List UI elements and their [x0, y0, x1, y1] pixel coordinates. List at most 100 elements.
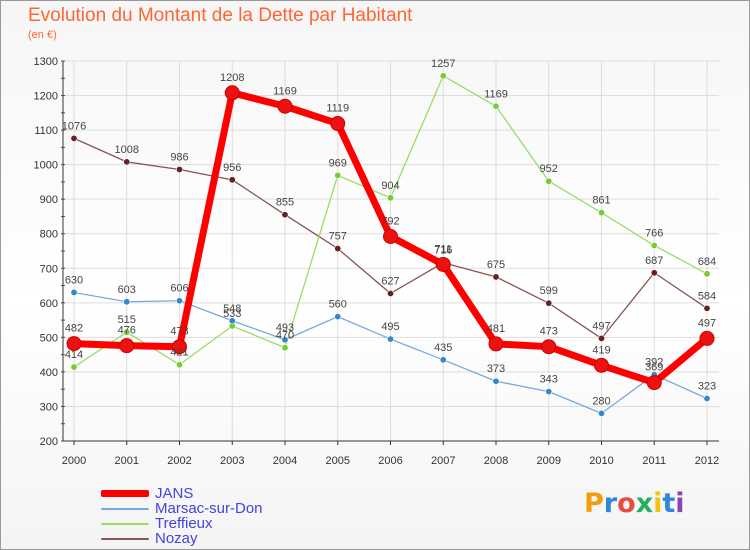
data-point-treffieux [334, 171, 342, 179]
data-point-treffieux [545, 177, 553, 185]
data-label-marsac-sur-don: 548 [223, 303, 241, 315]
x-tick-label: 2004 [273, 455, 297, 467]
data-label-marsac-sur-don: 606 [170, 283, 188, 295]
y-tick-label: 1000 [34, 160, 58, 172]
data-point-jans [435, 256, 451, 272]
x-tick-label: 2007 [431, 455, 455, 467]
data-label-treffieux: 861 [592, 195, 610, 207]
x-tick-label: 2002 [167, 455, 191, 467]
axis-layer: 200 300 400 500 600 700 800 900 1000 1100 1200 1300… [34, 56, 720, 467]
data-label-treffieux: 684 [698, 256, 716, 268]
data-point-treffieux [492, 102, 500, 110]
data-point-jans [224, 85, 240, 101]
data-label-jans: 473 [170, 326, 188, 338]
data-point-marsac-sur-don [176, 297, 184, 305]
data-point-jans [277, 98, 293, 114]
data-point-marsac-sur-don [70, 288, 78, 296]
data-label-treffieux: 414 [65, 349, 83, 361]
data-point-marsac-sur-don [545, 388, 553, 396]
data-label-nozay: 599 [540, 285, 558, 297]
data-label-nozay: 687 [645, 255, 663, 267]
y-tick-label: 500 [40, 332, 58, 344]
data-label-nozay: 627 [381, 275, 399, 287]
data-label-treffieux: 969 [329, 157, 347, 169]
data-label-marsac-sur-don: 435 [434, 342, 452, 354]
legend-swatch-treffieux [101, 523, 149, 525]
data-label-nozay: 1008 [115, 144, 139, 156]
legend-swatch-jans [101, 490, 149, 497]
data-label-nozay: 855 [276, 197, 294, 209]
y-tick-label: 700 [40, 263, 58, 275]
data-label-marsac-sur-don: 560 [329, 299, 347, 311]
data-label-jans: 1119 [326, 103, 349, 115]
data-point-nozay [597, 334, 605, 342]
data-label-nozay: 757 [329, 231, 347, 243]
legend: JANS Marsac-sur-Don Treffieux Nozay [101, 485, 401, 547]
data-label-nozay: 716 [434, 245, 452, 257]
grid-layer [63, 60, 719, 442]
data-point-treffieux [176, 361, 184, 369]
data-label-nozay: 584 [698, 290, 716, 302]
x-tick-label: 2005 [326, 455, 350, 467]
brand-logo-letter: t [662, 488, 676, 519]
data-point-jans [541, 339, 557, 355]
data-point-jans [488, 336, 504, 352]
data-label-treffieux: 904 [381, 180, 399, 192]
data-label-jans: 497 [698, 317, 716, 329]
y-tick-label: 1100 [34, 125, 58, 137]
data-label-jans: 792 [381, 215, 399, 227]
data-label-jans: 419 [592, 344, 610, 356]
data-point-nozay [176, 165, 184, 173]
data-point-nozay [386, 289, 394, 297]
y-tick-label: 800 [40, 229, 58, 241]
data-point-marsac-sur-don [334, 313, 342, 321]
data-label-treffieux: 470 [276, 330, 294, 342]
data-label-jans: 476 [118, 325, 136, 337]
y-tick-label: 400 [40, 367, 58, 379]
data-label-marsac-sur-don: 392 [645, 357, 663, 369]
data-label-marsac-sur-don: 630 [65, 274, 83, 286]
chart-subtitle: (en €) [28, 29, 57, 41]
x-tick-label: 2010 [589, 455, 613, 467]
data-label-marsac-sur-don: 603 [118, 284, 136, 296]
data-label-treffieux: 421 [170, 347, 188, 359]
data-point-treffieux [650, 241, 658, 249]
data-point-jans [594, 357, 609, 373]
data-point-treffieux [281, 344, 289, 352]
data-point-jans [66, 336, 82, 352]
series-layer [66, 72, 715, 417]
x-tick-label: 2003 [220, 455, 244, 467]
data-label-nozay: 1076 [62, 120, 86, 132]
data-point-jans [383, 228, 398, 244]
data-point-marsac-sur-don [703, 395, 711, 403]
data-point-jans [699, 330, 715, 346]
data-label-marsac-sur-don: 373 [487, 363, 505, 375]
data-label-treffieux: 952 [540, 163, 558, 175]
data-point-nozay [650, 269, 658, 277]
data-point-treffieux [70, 363, 78, 371]
data-label-jans: 482 [65, 323, 83, 335]
y-tick-label: 1300 [34, 56, 58, 68]
brand-logo-letter: i [653, 488, 663, 519]
data-point-treffieux [439, 72, 447, 80]
legend-label-treffieux: Treffieux [155, 515, 213, 532]
y-tick-label: 600 [40, 298, 58, 310]
data-label-marsac-sur-don: 323 [698, 381, 716, 393]
data-point-marsac-sur-don [492, 377, 500, 385]
y-tick-label: 1200 [34, 91, 58, 103]
brand-logo-letter: r [603, 488, 618, 519]
data-label-jans: 1169 [273, 85, 297, 97]
legend-swatch-marsac-sur-don [101, 508, 149, 510]
data-point-treffieux [703, 270, 711, 278]
data-label-marsac-sur-don: 493 [276, 322, 294, 334]
y-tick-label: 200 [40, 436, 58, 448]
chart-title: Evolution du Montant de la Dette par Hab… [28, 5, 413, 26]
data-label-jans: 1208 [220, 72, 244, 84]
data-label-nozay: 497 [592, 320, 610, 332]
data-point-nozay [492, 273, 500, 281]
data-point-treffieux [386, 194, 394, 202]
brand-logo[interactable]: Proxiti [584, 488, 685, 519]
x-tick-label: 2000 [62, 455, 86, 467]
